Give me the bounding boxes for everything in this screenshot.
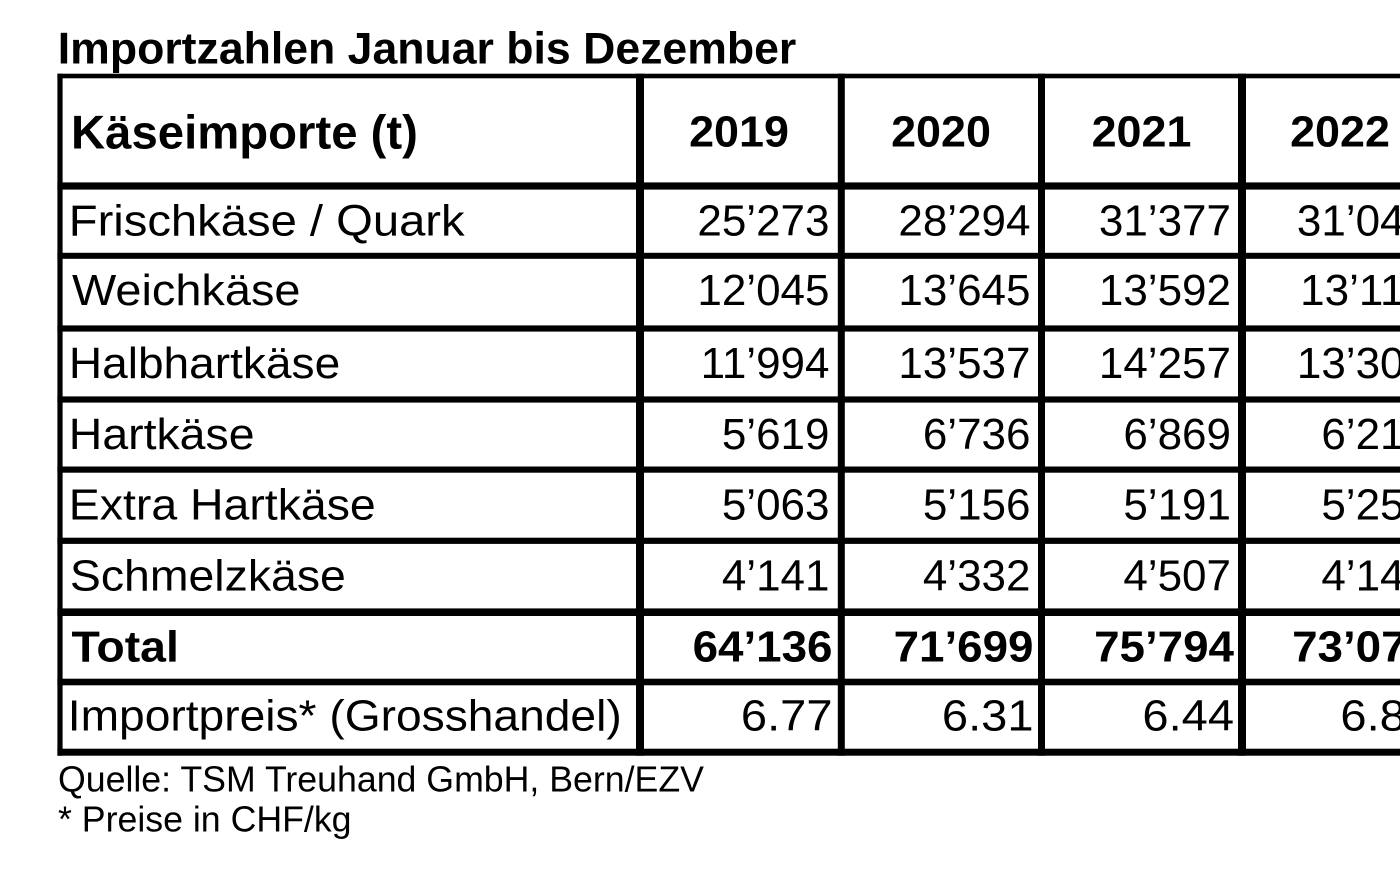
svg-text:6.87: 6.87 [1340,691,1400,740]
svg-text:75’794: 75’794 [1094,622,1234,672]
svg-text:5’619: 5’619 [722,410,830,459]
svg-text:13’592: 13’592 [1099,266,1231,315]
svg-text:71’699: 71’699 [894,622,1034,672]
svg-text:Importzahlen Januar bis Dezemb: Importzahlen Januar bis Dezember [58,25,796,74]
svg-text:Total: Total [71,622,178,672]
svg-text:12’045: 12’045 [697,266,829,315]
svg-text:5’257: 5’257 [1321,480,1400,529]
svg-text:13’537: 13’537 [898,339,1030,388]
svg-text:Hartkäse: Hartkäse [69,409,255,459]
svg-text:25’273: 25’273 [697,196,829,245]
svg-text:Schmelzkäse: Schmelzkäse [70,550,346,600]
svg-text:2019: 2019 [689,108,789,157]
svg-text:Halbhartkäse: Halbhartkäse [69,338,340,388]
svg-text:5’156: 5’156 [923,480,1031,529]
svg-text:64’136: 64’136 [693,622,833,672]
svg-text:4’145: 4’145 [1321,551,1400,600]
svg-text:11’994: 11’994 [701,339,830,388]
svg-text:6’869: 6’869 [1123,410,1231,459]
svg-text:31’377: 31’377 [1099,196,1231,245]
svg-text:2020: 2020 [891,108,991,157]
svg-text:Weichkäse: Weichkäse [72,265,301,314]
svg-text:14’257: 14’257 [1099,339,1231,388]
svg-text:13’306: 13’306 [1297,339,1400,388]
svg-text:Extra Hartkäse: Extra Hartkäse [69,480,376,530]
svg-text:31’049: 31’049 [1297,196,1400,245]
svg-text:6.44: 6.44 [1142,691,1234,740]
svg-text:6’218: 6’218 [1321,410,1400,459]
svg-text:4’141: 4’141 [722,551,830,600]
svg-text:Quelle: TSM Treuhand GmbH, Ber: Quelle: TSM Treuhand GmbH, Bern/EZV [58,760,704,800]
svg-text:4’507: 4’507 [1123,551,1231,600]
svg-text:13’645: 13’645 [898,266,1030,315]
svg-text:4’332: 4’332 [923,551,1031,600]
svg-text:13’115: 13’115 [1300,266,1400,315]
svg-text:Importpreis* (Grosshandel): Importpreis* (Grosshandel) [68,690,622,740]
svg-text:6’736: 6’736 [923,410,1031,459]
svg-text:5’191: 5’191 [1123,480,1231,529]
svg-text:Käseimporte (t): Käseimporte (t) [71,107,418,160]
svg-text:6.77: 6.77 [741,691,833,740]
svg-text:2021: 2021 [1092,108,1192,157]
svg-text:6.31: 6.31 [942,691,1034,740]
svg-text:5’063: 5’063 [722,480,830,529]
svg-text:28’294: 28’294 [898,196,1030,245]
svg-text:73’073: 73’073 [1292,622,1400,672]
svg-text:2022: 2022 [1290,108,1390,157]
svg-text:* Preise in CHF/kg: * Preise in CHF/kg [58,800,352,840]
svg-text:Frischkäse / Quark: Frischkäse / Quark [69,196,465,245]
